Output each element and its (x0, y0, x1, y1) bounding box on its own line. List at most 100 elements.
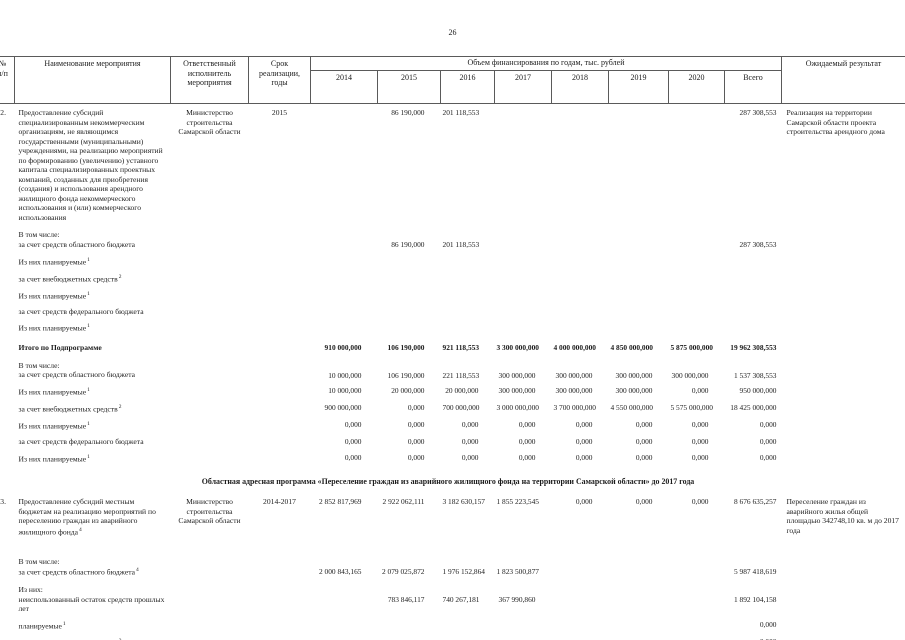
cell-2016: 201 118,553 (442, 240, 480, 249)
col-header-2017: 2017 (494, 70, 552, 104)
cell-2015: 106 190,000 (387, 370, 425, 380)
table-row: за счет средств федерального бюджета 0,00… (0, 431, 905, 447)
cell-name: Предоставление субсидий специализированн… (18, 108, 163, 222)
cell-2016: 0,000 (461, 452, 479, 462)
cell-2015: 86 190,000 (391, 240, 425, 249)
cell-2015: 0,000 (407, 437, 425, 447)
cell-2014 (311, 267, 378, 284)
col-header-executor: Ответственный исполнитель мероприятия (170, 56, 249, 104)
cell-term (249, 316, 311, 333)
cell-2018 (552, 250, 609, 267)
cell-2016: 0,000 (461, 437, 479, 447)
cell-total: 0,000 (759, 437, 777, 447)
cell-name: за счет средств федерального бюджета (18, 437, 144, 447)
cell-2017: 300 000,000 (498, 386, 536, 396)
table-row: за счет внебюджетных средств2 0,000 (0, 631, 905, 640)
cell-2020: 0,000 (691, 386, 709, 396)
table-row: В том числе: за счет средств областного б… (0, 222, 905, 250)
cell-2017 (495, 222, 552, 250)
cell-executor (171, 284, 249, 301)
cell-2018: 4 000 000,000 (553, 343, 597, 353)
cell-total (725, 267, 782, 284)
cell-result (782, 447, 905, 464)
cell-2020: 300 000,000 (671, 370, 709, 380)
cell-num (0, 614, 15, 631)
cell-2018: 0,000 (575, 437, 593, 447)
cell-2016: 201 118,553 (442, 108, 480, 117)
cell-name: за счет внебюджетных средств2 (18, 404, 122, 414)
cell-name: Из них планируемые1 (18, 453, 90, 464)
cell-2017: 1 855 223,545 (496, 497, 540, 507)
cell-2020 (669, 104, 725, 223)
cell-total: 0,000 (759, 619, 777, 629)
cell-2016: 921 118,553 (442, 343, 480, 353)
cell-total: 950 000,000 (739, 386, 777, 396)
cell-term (249, 250, 311, 267)
cell-2017: 300 000,000 (498, 370, 536, 380)
cell-name: Из них планируемые1 (18, 256, 90, 267)
cell-2018: 3 700 000,000 (553, 403, 597, 413)
cell-2015: 0,000 (407, 403, 425, 413)
cell-num (0, 549, 15, 578)
cell-result (782, 222, 905, 250)
cell-executor (171, 577, 249, 614)
cell-2018 (552, 284, 609, 301)
cell-2017: 0,000 (518, 420, 536, 430)
cell-name: планируемые1 (18, 620, 66, 631)
cell-name: Из них планируемые1 (18, 421, 90, 431)
cell-term (249, 614, 311, 631)
cell-2017 (495, 250, 552, 267)
cell-2017: 367 990,860 (498, 595, 536, 605)
table-row: В том числе: за счет средств областного б… (0, 353, 905, 381)
cell-total: 0,000 (759, 420, 777, 430)
col-header-2018: 2018 (551, 70, 609, 104)
cell-result (782, 431, 905, 447)
cell-2014 (311, 301, 378, 317)
cell-2014 (311, 631, 378, 640)
cell-executor (171, 301, 249, 317)
cell-2020 (669, 549, 725, 578)
col-header-2015: 2015 (377, 70, 441, 104)
cell-2019: 300 000,000 (615, 370, 653, 380)
cell-executor (171, 631, 249, 640)
cell-2014: 910 000,000 (324, 343, 362, 353)
cell-2015: 20 000,000 (391, 386, 425, 396)
cell-num: 53. (0, 497, 6, 507)
cell-result (782, 577, 905, 614)
table-body: 52. Предоставление субсидий специализиров… (0, 104, 905, 640)
cell-term (249, 380, 311, 397)
cell-2015 (378, 614, 441, 631)
col-header-total: Всего (724, 70, 782, 104)
cell-name: В том числе: за счет средств областного б… (18, 556, 139, 577)
table-row: за счет внебюджетных средств2 900 000,000… (0, 397, 905, 414)
table-row: Областная адресная программа «Переселени… (0, 464, 905, 494)
cell-2020: 5 875 000,000 (670, 343, 714, 353)
cell-2014: 2 852 817,969 (319, 497, 362, 507)
cell-2019 (609, 284, 669, 301)
cell-2018: 300 000,000 (555, 386, 593, 396)
cell-2018 (552, 104, 609, 223)
table-row: Из них планируемые1 (0, 316, 905, 333)
cell-2020: 0,000 (691, 452, 709, 462)
cell-2018 (552, 577, 609, 614)
cell-term (249, 414, 311, 431)
cell-2018: 0,000 (575, 452, 593, 462)
cell-2020 (669, 316, 725, 333)
cell-2015: 2 079 025,872 (382, 566, 425, 576)
cell-num (0, 631, 15, 640)
cell-total: 1 537 308,553 (734, 370, 777, 380)
cell-result: Переселение граждан из аварийного жилья … (786, 497, 899, 535)
cell-2016 (441, 316, 495, 333)
cell-2015 (378, 284, 441, 301)
cell-2016 (441, 284, 495, 301)
cell-executor (171, 353, 249, 381)
cell-result (782, 549, 905, 578)
cell-2016: 3 182 630,157 (442, 497, 486, 507)
cell-2015 (378, 250, 441, 267)
cell-2017 (495, 614, 552, 631)
cell-2019: 0,000 (635, 420, 653, 430)
cell-num (0, 577, 15, 614)
cell-name: за счет внебюджетных средств2 (18, 273, 122, 284)
table-row: за счет средств федерального бюджета (0, 301, 905, 317)
cell-total (725, 284, 782, 301)
